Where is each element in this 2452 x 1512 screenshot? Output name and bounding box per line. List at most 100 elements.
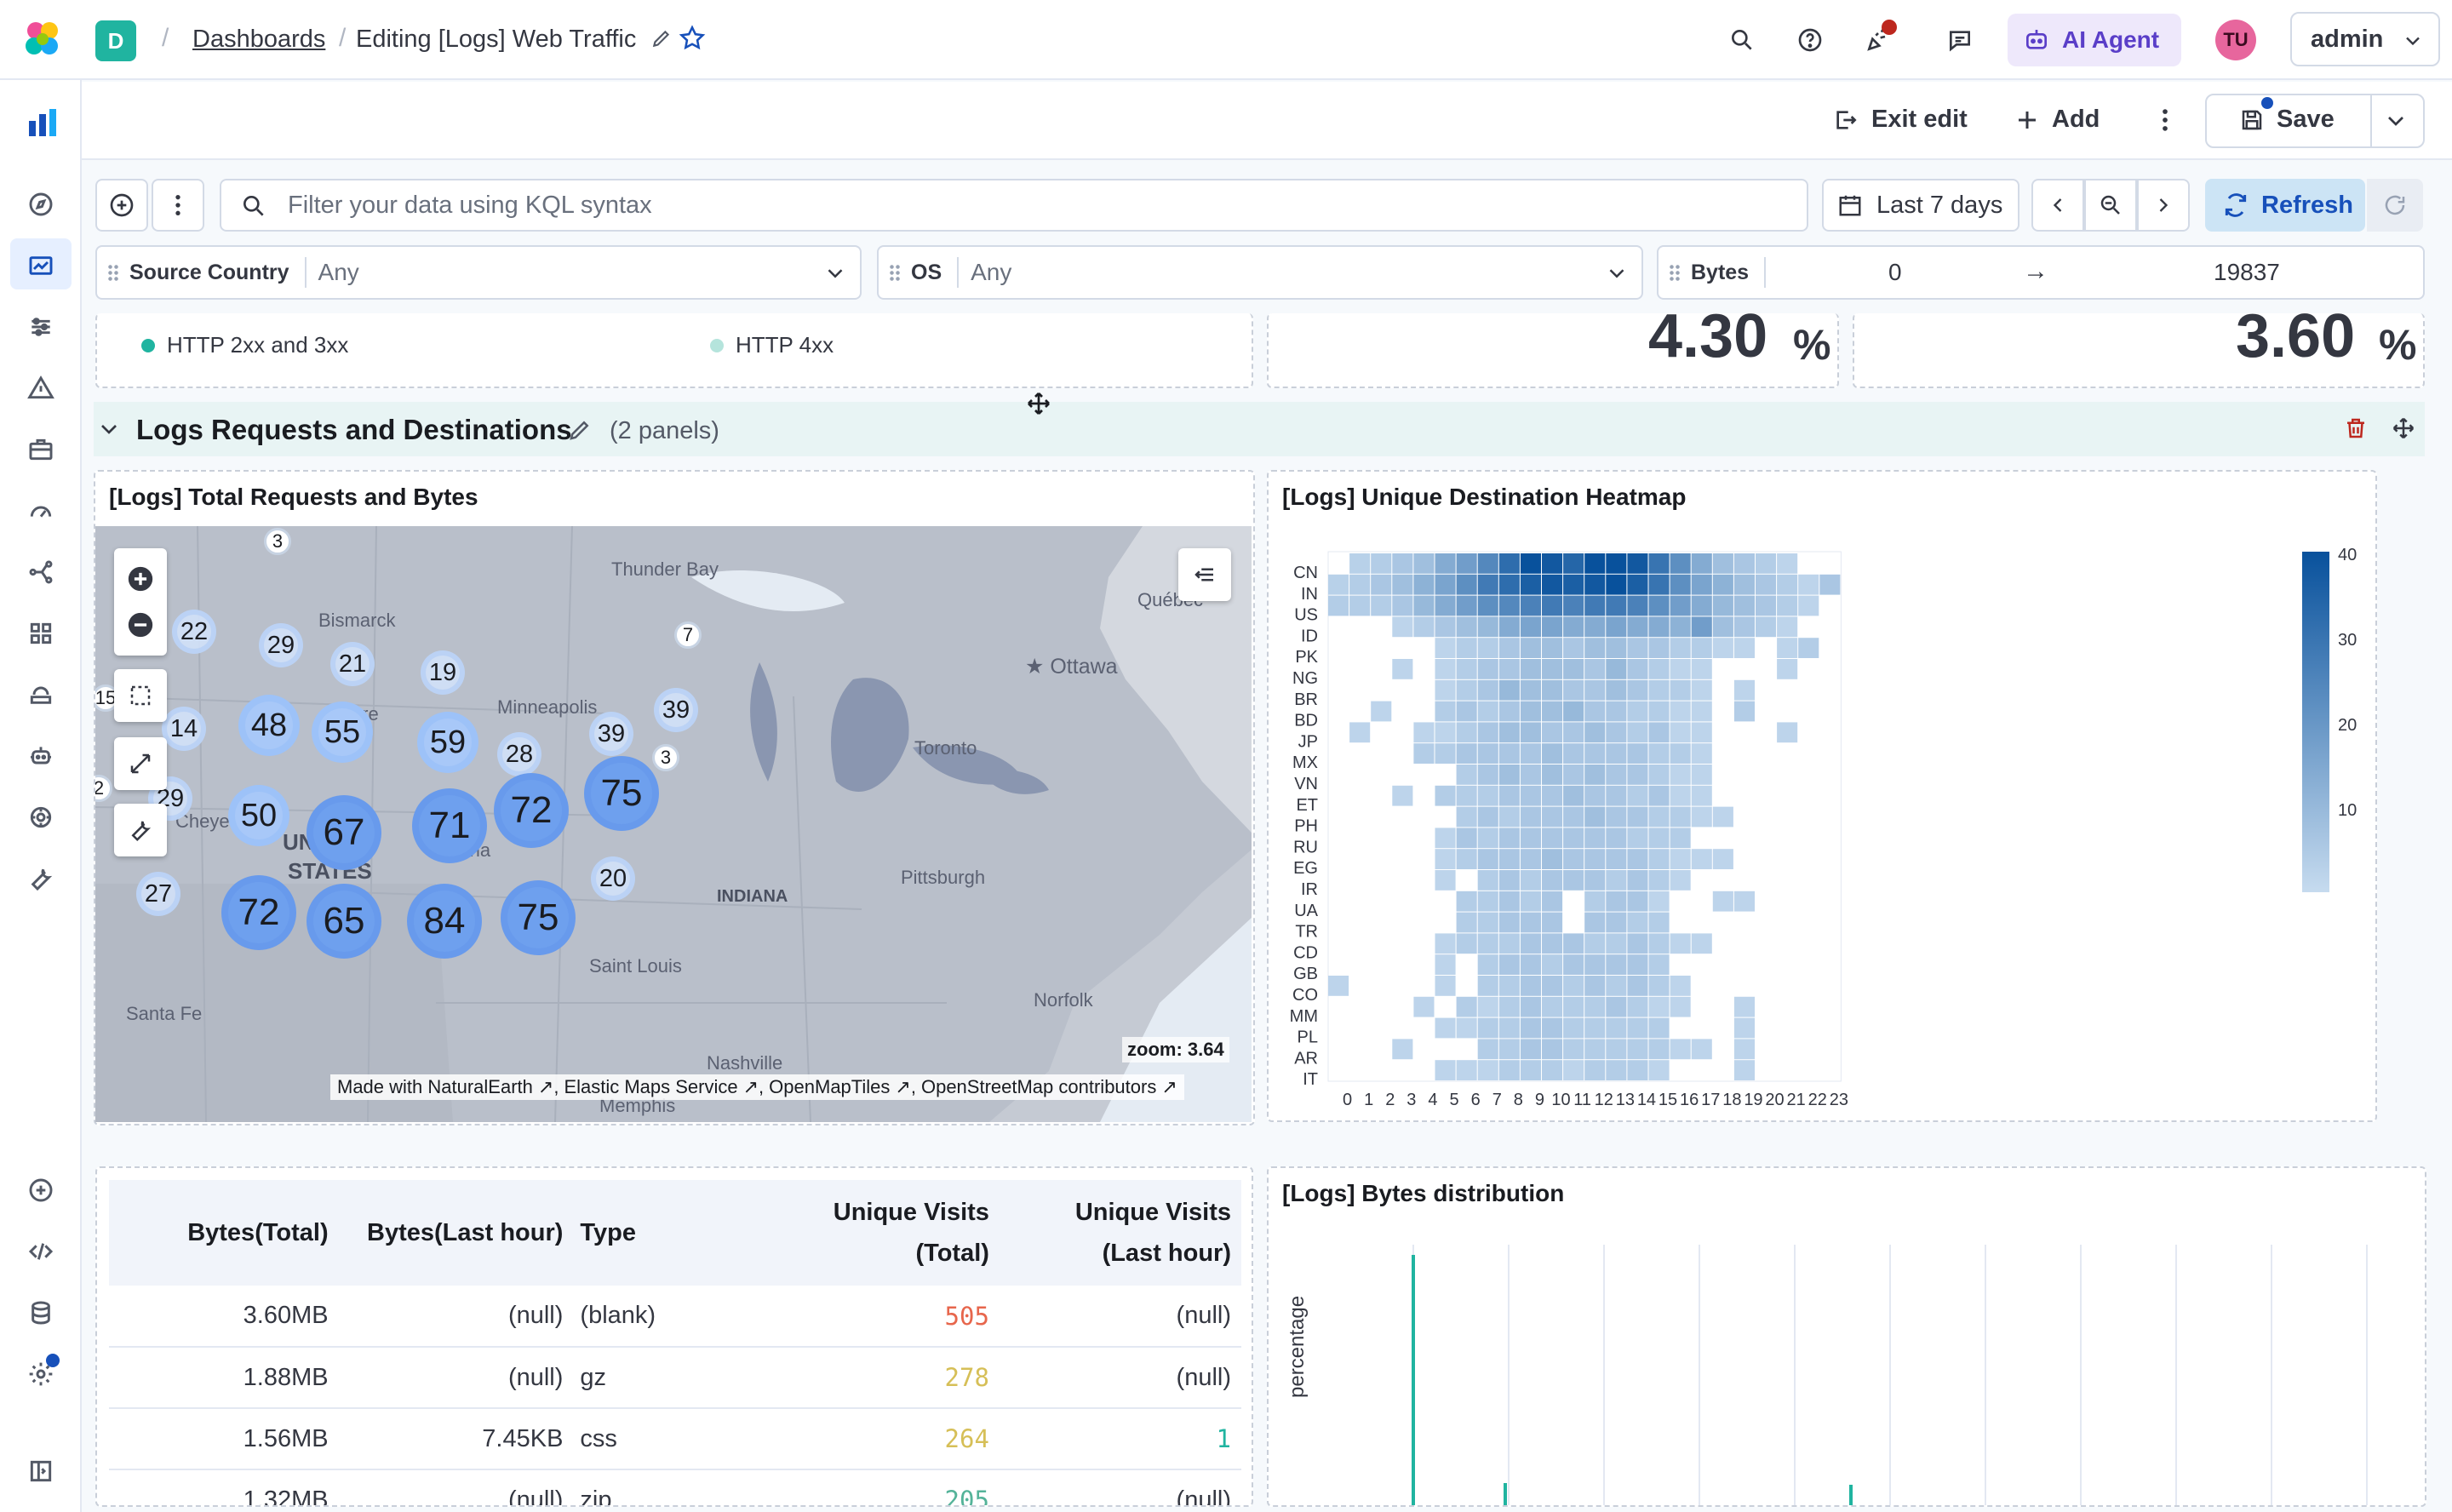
add-filter-button[interactable] (95, 179, 148, 232)
column-header-type[interactable]: Type (571, 1180, 729, 1286)
attribution-link[interactable]: Made with NaturalEarth (337, 1076, 533, 1097)
zoom-out-time-button[interactable] (2084, 179, 2137, 232)
attribution-link[interactable]: Elastic Maps Service (564, 1076, 738, 1097)
add-button[interactable]: Add (2014, 106, 2100, 134)
filter-options-button[interactable] (152, 179, 204, 232)
zoom-in-icon[interactable] (126, 564, 155, 593)
map-cluster-marker[interactable]: 3 (264, 528, 291, 555)
drag-handle-icon[interactable] (107, 264, 119, 283)
map-cluster-marker[interactable]: 67 (306, 795, 381, 870)
save-button[interactable]: Save (2239, 106, 2335, 134)
source-country-control[interactable]: Source Country Any (95, 245, 862, 300)
drag-handle-icon[interactable] (1669, 264, 1681, 283)
map-cluster-marker[interactable]: 14 (162, 707, 206, 751)
column-header-bytes-last-hour[interactable]: Bytes(Last hour) (336, 1180, 572, 1286)
chevron-down-icon[interactable] (95, 415, 123, 443)
table-row[interactable]: 1.32MB (null) zip 205 (null) (109, 1469, 1241, 1505)
map-cluster-marker[interactable]: 39 (654, 688, 698, 732)
map-cluster-marker[interactable]: 72 (494, 773, 569, 848)
table-row[interactable]: 1.56MB 7.45KB css 264 1 (109, 1408, 1241, 1470)
dashboards-app-icon[interactable] (26, 106, 60, 140)
map-cluster-marker[interactable]: 29 (259, 623, 303, 667)
cloud-storage-icon[interactable] (24, 678, 58, 712)
delete-trash-icon[interactable] (2343, 415, 2369, 441)
add-circle-icon[interactable] (24, 1173, 58, 1207)
map-cluster-marker[interactable]: 59 (417, 712, 478, 773)
map-canvas[interactable]: Thunder Bay Québec ★ Ottawa Bismarck Pie… (95, 526, 1252, 1122)
draw-selection-button[interactable] (114, 669, 167, 722)
map-cluster-marker[interactable]: 28 (497, 732, 541, 776)
kql-search-input[interactable]: Filter your data using KQL syntax (220, 179, 1808, 232)
move-section-icon[interactable] (2391, 415, 2416, 441)
table-row[interactable]: 1.88MB (null) gz 278 (null) (109, 1347, 1241, 1409)
database-icon[interactable] (24, 1296, 58, 1330)
user-avatar[interactable]: TU (2215, 20, 2256, 60)
news-feed-icon[interactable] (1861, 20, 1897, 57)
map-cluster-marker[interactable]: 39 (589, 712, 633, 756)
elastic-logo-icon[interactable] (22, 19, 63, 60)
map-cluster-marker[interactable]: 75 (501, 880, 576, 955)
exit-edit-button[interactable]: Exit edit (1832, 106, 1968, 134)
map-cluster-marker[interactable]: 48 (238, 695, 300, 756)
settings-gear-icon[interactable] (24, 1354, 60, 1391)
map-cluster-marker[interactable]: 71 (412, 788, 487, 863)
dashboard-icon[interactable] (24, 249, 58, 283)
date-picker-button[interactable]: Last 7 days (1822, 179, 2019, 232)
range-min-input[interactable]: 0 (1888, 259, 1902, 285)
map-cluster-marker[interactable]: 72 (221, 875, 296, 950)
map-cluster-marker[interactable]: 21 (330, 642, 375, 686)
gauge-icon[interactable] (24, 494, 58, 528)
alerts-warning-icon[interactable] (24, 371, 58, 405)
bytes-range-control[interactable]: Bytes 0 → 19837 (1657, 245, 2425, 300)
edit-pencil-icon[interactable] (567, 417, 593, 443)
map-cluster-marker[interactable]: 84 (407, 884, 482, 959)
table-row[interactable]: 3.60MB (null) (blank) 505 (null) (109, 1286, 1241, 1348)
column-header-unique-visits-last-hour[interactable]: Unique Visits (Last hour) (997, 1180, 1241, 1286)
search-icon[interactable] (1725, 23, 1759, 57)
space-avatar[interactable]: D (95, 20, 136, 61)
breadcrumb-dashboards[interactable]: Dashboards (192, 26, 326, 53)
cases-briefcase-icon[interactable] (24, 432, 58, 467)
discover-compass-icon[interactable] (24, 187, 58, 221)
save-options-chevron-icon[interactable] (2382, 107, 2409, 139)
map-cluster-marker[interactable]: 7 (674, 621, 702, 649)
ml-graph-icon[interactable] (24, 555, 58, 589)
os-control[interactable]: OS Any (877, 245, 1643, 300)
dev-tools-code-icon[interactable] (24, 1234, 58, 1269)
time-next-button[interactable] (2137, 179, 2190, 232)
zoom-out-icon[interactable] (126, 610, 155, 639)
attribution-link[interactable]: OpenStreetMap contributors (920, 1076, 1157, 1097)
range-max-input[interactable]: 19837 (2214, 259, 2280, 285)
collapsible-section-header[interactable] (94, 402, 2425, 456)
auto-refresh-button[interactable] (2367, 179, 2423, 232)
collapse-nav-icon[interactable] (24, 1454, 58, 1488)
apps-grid-icon[interactable] (24, 616, 58, 650)
rules-icon[interactable] (24, 310, 58, 344)
time-previous-button[interactable] (2031, 179, 2084, 232)
robot-icon[interactable] (24, 739, 58, 773)
favorite-star-icon[interactable] (678, 24, 707, 57)
fullscreen-button[interactable] (114, 737, 167, 790)
integrations-icon[interactable] (24, 800, 58, 834)
drag-handle-icon[interactable] (889, 264, 901, 283)
map-tools-button[interactable] (114, 804, 167, 856)
help-icon[interactable] (1793, 23, 1827, 57)
map-cluster-marker[interactable]: 19 (421, 650, 465, 695)
map-cluster-marker[interactable]: 65 (306, 884, 381, 959)
edit-title-pencil-icon[interactable] (650, 27, 673, 54)
refresh-button[interactable]: Refresh (2205, 179, 2365, 232)
map-cluster-marker[interactable]: 75 (584, 756, 659, 831)
map-cluster-marker[interactable]: 22 (172, 610, 216, 654)
ai-agent-button[interactable]: AI Agent (2008, 14, 2181, 66)
map-cluster-marker[interactable]: 20 (591, 856, 635, 901)
map-cluster-marker[interactable]: 55 (312, 702, 373, 763)
attribution-link[interactable]: OpenMapTiles (769, 1076, 891, 1097)
map-cluster-marker[interactable]: 50 (228, 785, 289, 846)
column-header-bytes-total[interactable]: Bytes(Total) (109, 1180, 337, 1286)
column-header-unique-visits-total[interactable]: Unique Visits (Total) (728, 1180, 998, 1286)
space-selector[interactable]: admin (2290, 12, 2440, 66)
layer-control-button[interactable] (1178, 548, 1231, 601)
map-cluster-marker[interactable]: 27 (136, 872, 180, 916)
wrench-icon[interactable] (24, 862, 58, 896)
